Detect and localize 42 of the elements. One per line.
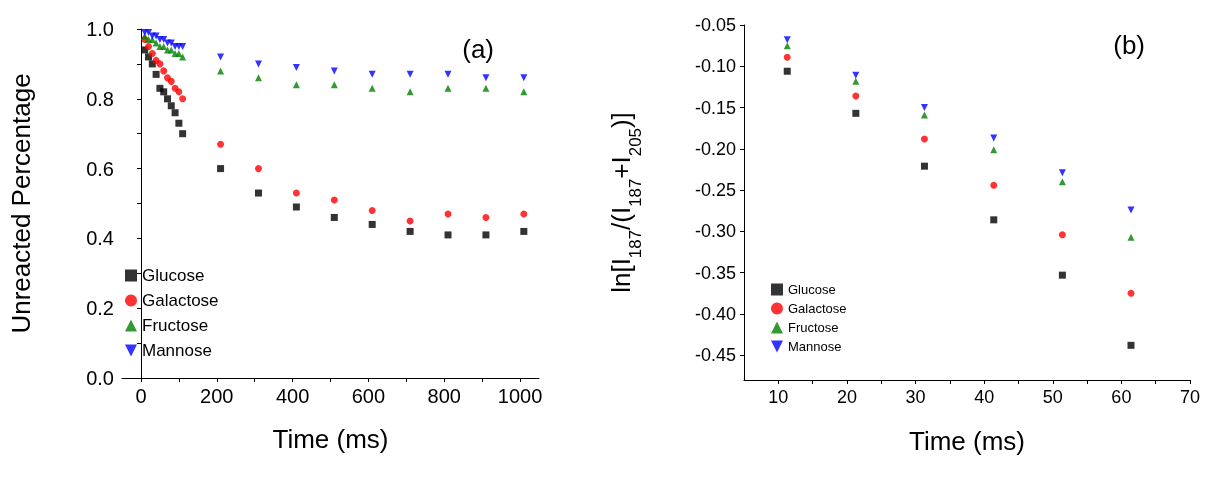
- y-tick-label: -0.30: [694, 221, 736, 242]
- legend-label: Glucose: [788, 282, 836, 297]
- x-tick-label: 70: [1179, 387, 1201, 407]
- y-tick-label: -0.40: [694, 303, 736, 324]
- x-tick-label: 40: [974, 387, 995, 407]
- x-tick-label: 30: [905, 387, 926, 407]
- x-tick-label: 1000: [497, 385, 543, 407]
- y-tick-label: 0.8: [86, 87, 114, 110]
- y-tick-label: -0.20: [694, 138, 736, 159]
- y-tick-label: -0.35: [694, 262, 736, 283]
- x-tick-label: 200: [200, 385, 234, 407]
- x-tick-label: 600: [351, 385, 386, 407]
- legend-label: Mannose: [788, 339, 842, 354]
- y-axis-title: Unreacted Percentage: [6, 73, 36, 334]
- y-axis-title: ln[I187/(I187+I205)]: [606, 112, 645, 293]
- x-tick-label: 20: [836, 387, 857, 407]
- x-tick-label: 10: [768, 387, 789, 407]
- x-tick-label: 400: [275, 385, 310, 407]
- y-tick-label: -0.05: [694, 15, 736, 35]
- y-tick-label: -0.45: [694, 345, 736, 366]
- legend-label: Mannose: [142, 341, 212, 360]
- y-tick-label: -0.10: [694, 56, 736, 77]
- x-tick-label: 60: [1111, 387, 1132, 407]
- y-tick-label: 0.0: [86, 367, 114, 389]
- y-tick-label: 0.2: [86, 297, 114, 320]
- y-tick-label: 0.4: [86, 227, 114, 250]
- x-tick-label: 0: [135, 385, 147, 407]
- legend-label: Galactose: [142, 291, 219, 310]
- x-tick-label: 800: [427, 385, 461, 407]
- x-tick-label: 50: [1042, 387, 1063, 407]
- y-tick-label: -0.25: [694, 180, 736, 201]
- chart-title: (b): [1113, 30, 1145, 60]
- legend-label: Fructose: [788, 320, 839, 335]
- y-tick-label: 0.6: [86, 157, 114, 180]
- x-axis-title: Time (ms): [908, 426, 1026, 456]
- y-tick-label: -0.15: [694, 97, 736, 118]
- chart-title: (a): [462, 34, 494, 64]
- legend-label: Glucose: [142, 266, 205, 285]
- legend-label: Galactose: [788, 301, 847, 316]
- y-tick-label: 1.0: [86, 18, 114, 40]
- legend-label: Fructose: [142, 316, 209, 335]
- x-axis-title: Time (ms): [272, 424, 389, 454]
